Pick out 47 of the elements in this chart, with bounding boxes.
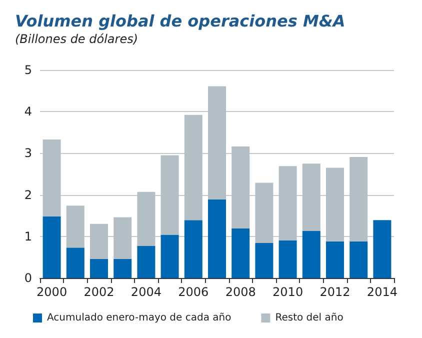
- y-tick-label: 3: [24, 146, 32, 160]
- y-tick-label: 2: [24, 188, 32, 202]
- bar: [350, 156, 368, 242]
- bar: [208, 86, 226, 200]
- x-tick-label: 2006: [178, 285, 209, 299]
- bar: [232, 146, 250, 228]
- y-tick-label: 1: [24, 229, 32, 244]
- bar: [184, 114, 202, 220]
- bar: [184, 220, 202, 278]
- bar: [326, 168, 344, 242]
- x-tick-label: 2012: [320, 285, 350, 299]
- bar: [373, 220, 392, 278]
- bar: [66, 248, 84, 278]
- bar: [160, 155, 179, 235]
- x-tick-label: 2000: [36, 285, 68, 299]
- bar: [302, 164, 320, 231]
- chart-subtitle: (Billones de dólares): [15, 32, 138, 46]
- y-tick-label: 5: [24, 63, 32, 77]
- bar: [255, 182, 274, 244]
- x-tick-label: 2004: [130, 285, 162, 299]
- legend-label: Acumulado enero-mayo de cada año: [47, 312, 232, 324]
- chart-title: Volumen global de operaciones M&A: [15, 12, 346, 30]
- bar: [278, 240, 297, 278]
- bar: [232, 228, 250, 278]
- bar: [42, 216, 61, 278]
- x-tick-label: 2010: [272, 285, 304, 299]
- x-tick-label: 2014: [366, 285, 398, 299]
- bar: [137, 246, 156, 278]
- bar: [208, 199, 226, 278]
- y-tick-label: 4: [24, 104, 32, 119]
- bar: [137, 192, 156, 246]
- x-tick-label: 2002: [84, 285, 114, 299]
- bar: [350, 241, 368, 278]
- bar: [114, 258, 132, 278]
- y-tick-label: 0: [24, 271, 32, 285]
- bar: [90, 224, 108, 259]
- x-tick-label: 2008: [225, 285, 256, 299]
- bar: [255, 243, 274, 278]
- legend-label: Resto del año: [275, 312, 344, 324]
- bar: [90, 258, 108, 278]
- bar: [302, 230, 320, 278]
- bar: [160, 234, 179, 278]
- bar: [278, 166, 297, 241]
- bar: [114, 217, 132, 259]
- bar: [66, 206, 84, 248]
- bar: [42, 139, 61, 216]
- bar: [326, 241, 344, 278]
